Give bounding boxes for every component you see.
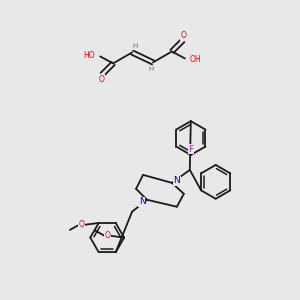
Text: N: N (139, 197, 145, 206)
Text: HO: HO (84, 51, 95, 60)
Text: H: H (132, 44, 138, 50)
Text: O: O (79, 220, 85, 230)
Text: O: O (98, 75, 104, 84)
Text: H: H (148, 66, 154, 72)
Text: O: O (104, 231, 110, 240)
Text: F: F (188, 145, 193, 154)
Text: N: N (173, 176, 180, 185)
Text: OH: OH (190, 55, 201, 64)
Text: O: O (181, 31, 187, 40)
